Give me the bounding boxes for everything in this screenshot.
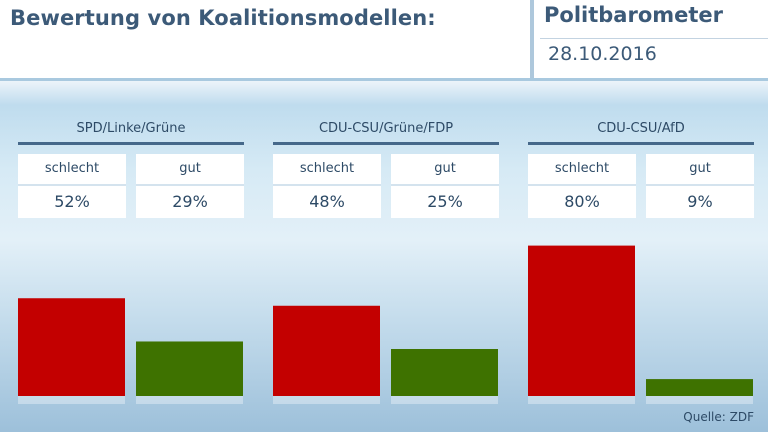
source-label: Quelle: ZDF xyxy=(683,410,754,424)
bar-reflection-schlecht-0 xyxy=(18,396,125,404)
brand-date-divider xyxy=(540,38,768,39)
cell-gut: gut 29% xyxy=(136,154,244,218)
cell-label: gut xyxy=(646,154,754,186)
bar-reflection-schlecht-1 xyxy=(273,396,380,404)
header: Bewertung von Koalitionsmodellen: Politb… xyxy=(0,0,768,80)
cell-label: gut xyxy=(391,154,499,186)
date-label: 28.10.2016 xyxy=(548,43,657,65)
page-title: Bewertung von Koalitionsmodellen: xyxy=(10,6,436,30)
brand-name: Politbarometer xyxy=(544,3,724,27)
cell-value: 25% xyxy=(427,192,463,211)
cell-schlecht: schlecht 48% xyxy=(273,154,381,218)
cell-schlecht: schlecht 52% xyxy=(18,154,126,218)
bar-reflection-schlecht-2 xyxy=(528,396,635,404)
bar-schlecht-0 xyxy=(18,298,125,396)
cell-value: 9% xyxy=(687,192,713,211)
group-underline xyxy=(18,142,244,145)
value-cells: schlecht 52% gut 29% xyxy=(18,154,244,224)
group-cdu-csu-gruene-fdp: CDU-CSU/Grüne/FDP schlecht 48% gut 25% xyxy=(273,120,499,224)
cell-label: gut xyxy=(136,154,244,186)
group-cdu-csu-afd: CDU-CSU/AfD schlecht 80% gut 9% xyxy=(528,120,754,224)
cell-value: 48% xyxy=(309,192,345,211)
bar-gut-1 xyxy=(391,349,498,396)
header-divider xyxy=(530,0,534,80)
bar-reflection-gut-1 xyxy=(391,396,498,404)
cell-value: 80% xyxy=(564,192,600,211)
bar-reflection-gut-0 xyxy=(136,396,243,404)
bar-reflection-gut-2 xyxy=(646,396,753,404)
header-bottom-strip xyxy=(0,78,768,81)
cell-gut: gut 25% xyxy=(391,154,499,218)
cell-label: schlecht xyxy=(18,154,126,186)
bar-schlecht-2 xyxy=(528,245,635,396)
group-underline xyxy=(273,142,499,145)
cell-value: 29% xyxy=(172,192,208,211)
cell-label: schlecht xyxy=(273,154,381,186)
cell-schlecht: schlecht 80% xyxy=(528,154,636,218)
cell-label: schlecht xyxy=(528,154,636,186)
group-name: CDU-CSU/AfD xyxy=(597,121,685,136)
group-spd-linke-gruene: SPD/Linke/Grüne schlecht 52% gut 29% xyxy=(18,120,244,224)
cell-gut: gut 9% xyxy=(646,154,754,218)
value-cells: schlecht 80% gut 9% xyxy=(528,154,754,224)
group-name: CDU-CSU/Grüne/FDP xyxy=(318,121,454,136)
bar-gut-2 xyxy=(646,379,753,396)
group-underline xyxy=(528,142,754,145)
bar-schlecht-1 xyxy=(273,305,380,396)
value-cells: schlecht 48% gut 25% xyxy=(273,154,499,224)
bar-gut-0 xyxy=(136,341,243,396)
cell-value: 52% xyxy=(54,192,90,211)
group-name: SPD/Linke/Grüne xyxy=(76,121,186,136)
